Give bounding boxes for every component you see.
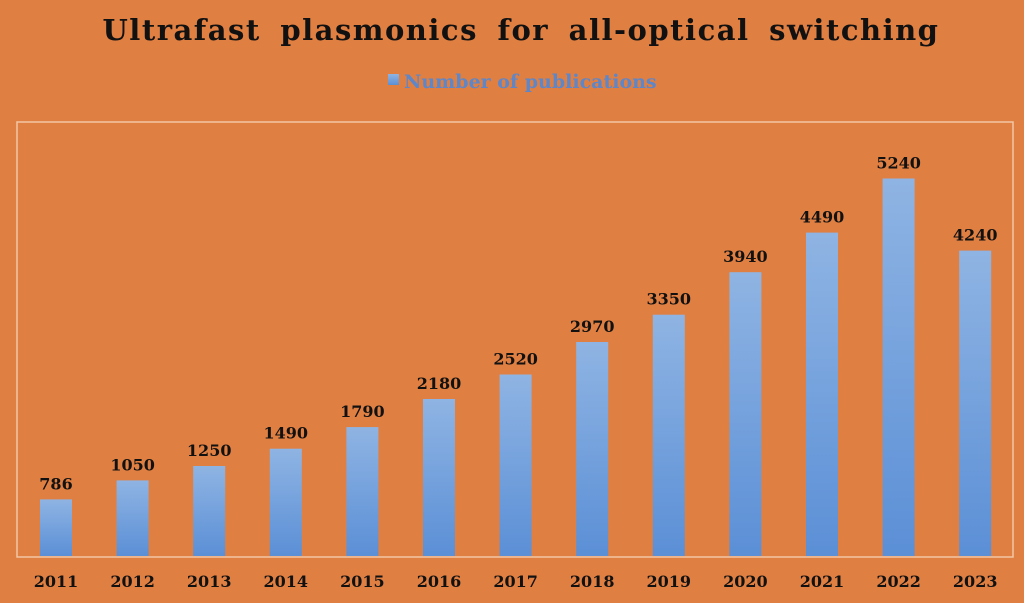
- x-tick-label-2023: 2023: [953, 572, 998, 591]
- bar-2014: [269, 448, 302, 556]
- legend-swatch: [388, 74, 399, 85]
- bar-2023: [959, 250, 992, 556]
- bar-2013: [193, 466, 226, 556]
- plot-area-border: [16, 121, 1014, 558]
- x-tick-label-2017: 2017: [493, 572, 538, 591]
- value-label-2020: 3940: [723, 247, 768, 266]
- x-tick-label-2020: 2020: [723, 572, 768, 591]
- bar-2022: [882, 178, 915, 556]
- legend: Number of publications: [388, 71, 657, 93]
- x-tick-label-2013: 2013: [187, 572, 232, 591]
- bar-2017: [499, 374, 532, 556]
- bar-group: [40, 178, 992, 556]
- value-label-2015: 1790: [340, 402, 385, 421]
- x-tick-label-2019: 2019: [647, 572, 692, 591]
- bar-2018: [576, 342, 609, 556]
- value-label-2014: 1490: [264, 424, 309, 443]
- value-label-2018: 2970: [570, 317, 615, 336]
- value-label-2017: 2520: [493, 350, 538, 369]
- chart-title: Ultrafast plasmonics for all-optical swi…: [103, 13, 940, 47]
- value-label-2022: 5240: [876, 154, 921, 173]
- value-label-2011: 786: [39, 474, 72, 493]
- value-label-2013: 1250: [187, 441, 232, 460]
- value-label-2023: 4240: [953, 226, 998, 245]
- legend-label: Number of publications: [404, 71, 657, 93]
- value-label-group: 786 1050 1250 1490 1790 2180 2520 2970 3350 3940 4…: [39, 154, 997, 494]
- x-tick-label-2022: 2022: [876, 572, 921, 591]
- bar-2021: [806, 232, 838, 556]
- value-label-2012: 1050: [110, 455, 155, 474]
- x-tick-label-2015: 2015: [340, 572, 385, 591]
- bar-2020: [729, 272, 762, 556]
- bar-2012: [116, 480, 149, 556]
- bar-2019: [652, 314, 685, 556]
- x-tick-label-2014: 2014: [264, 572, 309, 591]
- value-label-2019: 3350: [647, 290, 692, 309]
- bar-2011: [40, 499, 72, 556]
- x-tick-label-2016: 2016: [417, 572, 462, 591]
- value-label-2016: 2180: [417, 374, 462, 393]
- x-tick-label-2021: 2021: [800, 572, 845, 591]
- bar-2015: [346, 427, 379, 556]
- x-tick-label-2011: 2011: [34, 572, 79, 591]
- x-tick-label-group: 2011 2012 2013 2014 2015 2016 2017 2018 2019 2020…: [34, 572, 998, 591]
- x-tick-label-2012: 2012: [110, 572, 155, 591]
- value-label-2021: 4490: [800, 208, 845, 227]
- bar-2016: [423, 399, 455, 556]
- x-tick-label-2018: 2018: [570, 572, 615, 591]
